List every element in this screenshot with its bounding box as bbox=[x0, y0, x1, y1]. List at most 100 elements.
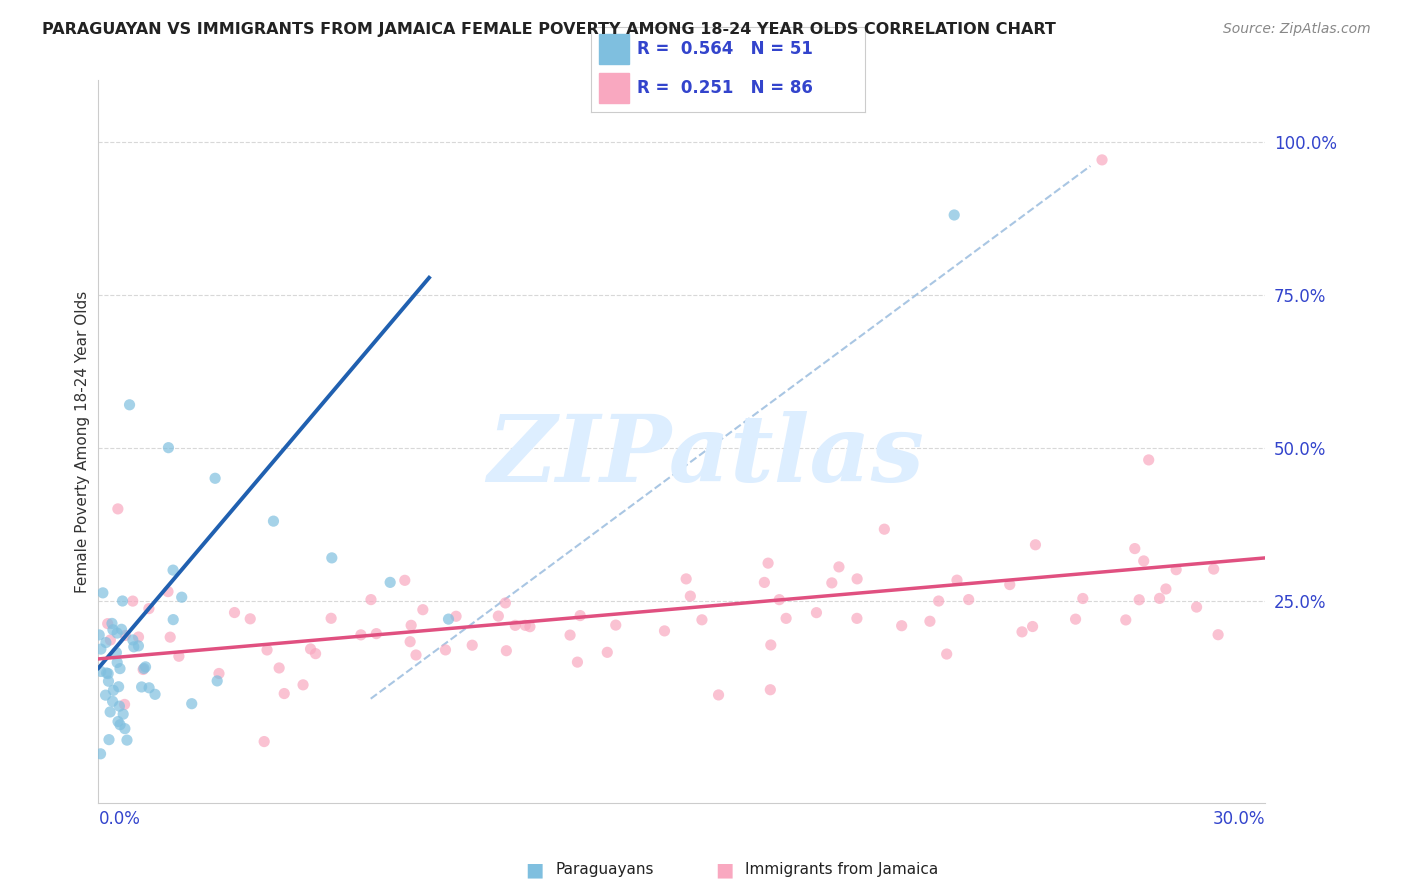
Point bbox=[828, 560, 851, 574]
Point bbox=[806, 606, 828, 620]
Point bbox=[957, 592, 980, 607]
Bar bbox=[599, 34, 628, 64]
Point bbox=[162, 563, 184, 577]
Point bbox=[156, 584, 179, 599]
Point bbox=[1091, 153, 1114, 167]
Text: 0.0%: 0.0% bbox=[98, 810, 141, 828]
Point bbox=[101, 623, 124, 637]
Point bbox=[262, 514, 284, 528]
Point bbox=[405, 648, 427, 662]
Point bbox=[399, 634, 422, 648]
Point bbox=[111, 594, 134, 608]
Point bbox=[135, 660, 157, 674]
Point bbox=[1071, 591, 1094, 606]
Point bbox=[103, 683, 125, 698]
Y-axis label: Female Poverty Among 18-24 Year Olds: Female Poverty Among 18-24 Year Olds bbox=[75, 291, 90, 592]
Point bbox=[115, 733, 138, 747]
Point bbox=[1149, 591, 1171, 606]
Text: PARAGUAYAN VS IMMIGRANTS FROM JAMAICA FEMALE POVERTY AMONG 18-24 YEAR OLDS CORRE: PARAGUAYAN VS IMMIGRANTS FROM JAMAICA FE… bbox=[42, 22, 1056, 37]
Point bbox=[108, 662, 131, 676]
Point bbox=[97, 674, 120, 689]
Point bbox=[205, 673, 228, 688]
Point bbox=[105, 626, 128, 640]
Point bbox=[1132, 554, 1154, 568]
Point bbox=[845, 611, 868, 625]
Point bbox=[1064, 612, 1087, 626]
Point bbox=[321, 611, 343, 625]
Point bbox=[98, 705, 121, 719]
Point bbox=[437, 612, 460, 626]
Point bbox=[394, 574, 416, 588]
Point bbox=[269, 661, 291, 675]
Point bbox=[180, 697, 202, 711]
Point bbox=[380, 575, 402, 590]
Point bbox=[412, 603, 434, 617]
Point bbox=[239, 612, 262, 626]
Point bbox=[1137, 453, 1160, 467]
Bar bbox=[599, 72, 628, 103]
Point bbox=[162, 613, 184, 627]
Point bbox=[759, 638, 782, 652]
Point bbox=[503, 618, 526, 632]
Point bbox=[768, 592, 790, 607]
Text: ZIPatlas: ZIPatlas bbox=[486, 411, 924, 501]
Point bbox=[775, 611, 797, 625]
Text: R =  0.251   N = 86: R = 0.251 N = 86 bbox=[637, 78, 813, 96]
Point bbox=[1024, 538, 1046, 552]
Point bbox=[114, 698, 136, 712]
Point bbox=[112, 707, 135, 722]
Point bbox=[558, 628, 581, 642]
Point bbox=[143, 687, 166, 701]
Point bbox=[1185, 600, 1208, 615]
Point bbox=[90, 747, 112, 761]
Point bbox=[128, 630, 150, 644]
Point bbox=[707, 688, 730, 702]
Point bbox=[114, 628, 136, 642]
Point bbox=[97, 616, 120, 631]
Point bbox=[208, 666, 231, 681]
Point bbox=[108, 717, 131, 731]
Point bbox=[366, 626, 388, 640]
Point bbox=[105, 656, 128, 670]
Point bbox=[118, 398, 141, 412]
Point bbox=[159, 630, 181, 644]
Point bbox=[98, 732, 121, 747]
Text: Source: ZipAtlas.com: Source: ZipAtlas.com bbox=[1223, 22, 1371, 37]
Text: Paraguayans: Paraguayans bbox=[555, 863, 654, 877]
Point bbox=[461, 638, 484, 652]
Point bbox=[519, 620, 541, 634]
Point bbox=[170, 591, 193, 605]
Point bbox=[1123, 541, 1146, 556]
Point bbox=[998, 577, 1021, 591]
Point bbox=[321, 550, 343, 565]
Point bbox=[273, 687, 295, 701]
Point bbox=[292, 678, 315, 692]
Point bbox=[515, 618, 537, 632]
Point bbox=[756, 556, 779, 570]
Point bbox=[122, 640, 145, 654]
Point bbox=[107, 714, 129, 729]
Point bbox=[105, 646, 128, 660]
Point bbox=[101, 694, 124, 708]
Point bbox=[399, 618, 422, 632]
Point bbox=[1206, 628, 1229, 642]
Point bbox=[107, 680, 129, 694]
Point bbox=[1154, 582, 1177, 596]
Point bbox=[1202, 562, 1225, 576]
Text: ■: ■ bbox=[524, 860, 544, 880]
Point bbox=[121, 594, 143, 608]
Point bbox=[1128, 592, 1150, 607]
Point bbox=[97, 666, 120, 681]
Point bbox=[754, 575, 776, 590]
Point bbox=[167, 649, 190, 664]
Point bbox=[928, 594, 950, 608]
Point bbox=[90, 665, 112, 679]
Point bbox=[96, 665, 118, 680]
Point bbox=[946, 573, 969, 587]
Point bbox=[224, 606, 246, 620]
Point bbox=[444, 609, 467, 624]
Point bbox=[759, 682, 782, 697]
Point bbox=[132, 661, 155, 675]
Point bbox=[846, 572, 869, 586]
Point bbox=[94, 635, 117, 649]
